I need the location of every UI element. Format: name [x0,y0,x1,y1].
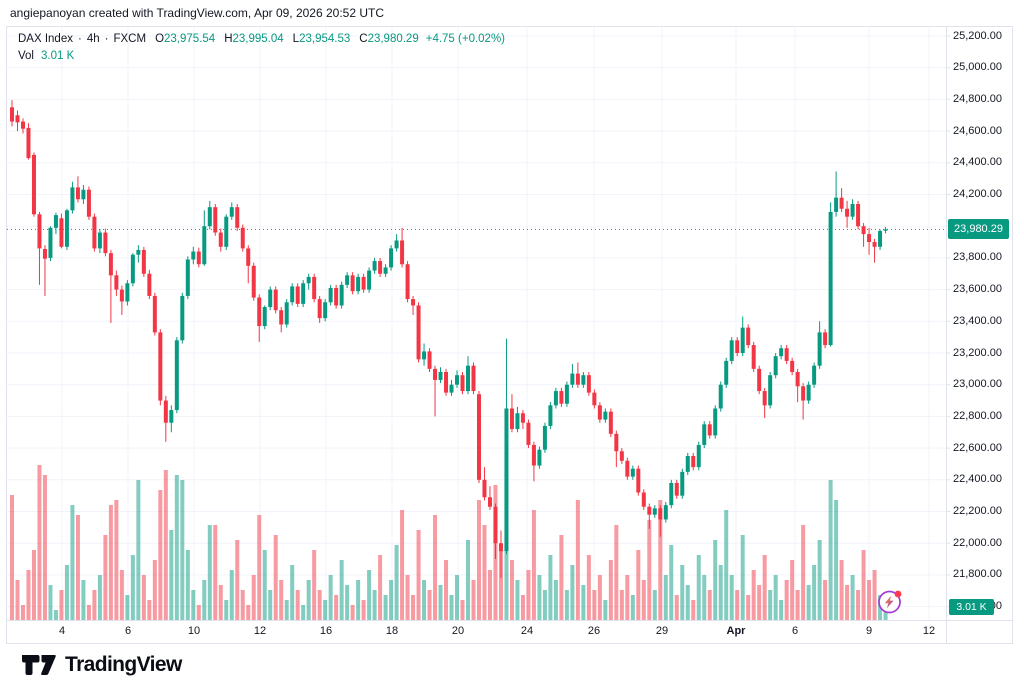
chart-overlays [6,26,1013,644]
price-scale-label: 23,600.00 [953,283,1002,296]
volume-badge: 3.01 K [949,599,994,615]
time-scale-label: 4 [58,625,66,637]
price-scale-label: 22,000.00 [953,536,1002,549]
price-scale-label: 21,800.00 [953,568,1002,581]
time-scale-label: 26 [587,625,601,637]
price-scale-label: 24,800.00 [953,92,1002,105]
time-scale-label: 6 [791,625,799,637]
price-scale-label: 25,200.00 [953,29,1002,42]
legend-exchange: FXCM [113,33,147,45]
tradingview-logo-text: TradingView [65,653,182,676]
price-scale-label: 22,400.00 [953,473,1002,486]
price-scale-label: 24,600.00 [953,124,1002,137]
price-scale-label: 25,000.00 [953,61,1002,74]
legend-close: C23,980.29 [359,33,419,45]
time-scale-label: 29 [655,625,669,637]
legend-interval[interactable]: 4h [86,33,100,45]
legend-row-ohlc: DAX Index · 4h · FXCM O23,975.54 H23,995.04 L23… [18,31,505,47]
price-scale-label: 24,400.00 [953,156,1002,169]
candle-series [10,100,888,579]
price-scale-label: 23,200.00 [953,346,1002,359]
notification-dot [894,590,902,598]
symbol-legend: DAX Index · 4h · FXCM O23,975.54 H23,995.04 L23… [18,31,505,64]
price-scale-label: 22,800.00 [953,409,1002,422]
lightning-bolt-icon [884,595,894,609]
price-scale-label: 23,800.00 [953,251,1002,264]
time-scale-label: 16 [319,625,333,637]
time-scale-label: 12 [922,625,936,637]
legend-row-volume: Vol 3.01 K [18,48,505,64]
legend-symbol[interactable]: DAX Index [18,33,73,45]
price-scale-label: 24,200.00 [953,188,1002,200]
tradingview-logo[interactable]: TradingView [20,652,182,678]
time-scale-label: 20 [451,625,465,637]
time-scale-label: 10 [187,625,201,637]
price-scale-label: 22,600.00 [953,441,1002,454]
legend-separator: · [104,33,109,45]
time-scale-label: 6 [124,625,132,637]
tradingview-logo-mark-icon [22,655,56,675]
legend-open: O23,975.54 [155,33,216,45]
last-price-badge: 23,980.29 [948,219,1009,240]
legend-change: +4.75 (+0.02%) [425,33,506,45]
time-scale-label: 18 [385,625,399,637]
attribution-text: angiepanoyan created with TradingView.co… [10,6,385,20]
price-scale-label: 23,400.00 [953,314,1002,327]
time-scale-label: Apr [726,625,746,637]
volume-series [10,465,888,620]
time-scale-label: 24 [520,625,534,637]
volume-value: 3.01 K [41,50,75,62]
price-scale-label: 23,000.00 [953,378,1002,391]
sparks-icon[interactable] [876,588,904,616]
legend-high: H23,995.04 [224,33,284,45]
price-scale-label: 22,200.00 [953,505,1002,517]
grid-layer [7,27,950,620]
legend-separator: · [77,33,82,45]
chart-frame [6,26,1013,644]
volume-label: Vol [18,50,34,62]
time-scale-label: 9 [865,625,873,637]
legend-low: L23,954.53 [292,33,351,45]
time-scale-label: 12 [253,625,267,637]
